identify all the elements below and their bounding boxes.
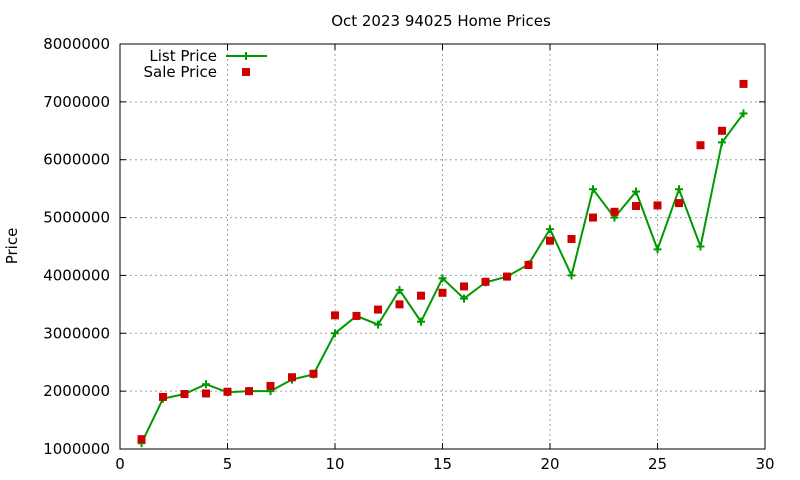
data-point (567, 271, 576, 280)
data-point (374, 320, 382, 329)
data-point (438, 274, 447, 283)
data-point (589, 185, 597, 194)
data-point (245, 387, 253, 396)
data-point (739, 79, 748, 88)
data-point (331, 311, 339, 320)
series-sale-price (137, 79, 748, 444)
data-point (288, 373, 296, 382)
data-point (309, 369, 318, 378)
legend-marker (242, 52, 250, 60)
data-point (503, 272, 511, 281)
data-point (632, 202, 640, 210)
y-tick-label: 5000000 (43, 209, 110, 227)
y-tick-label: 3000000 (43, 324, 110, 342)
data-point (395, 300, 404, 309)
data-point (417, 291, 425, 300)
x-tick-label: 0 (115, 455, 125, 473)
data-point (460, 294, 468, 303)
data-point (610, 207, 619, 216)
x-tick-label: 5 (223, 455, 233, 473)
data-point (202, 380, 210, 389)
axis-ticks: 0 5 10 15 20 25 30 1000000 2000000 3000000 4000000… (43, 35, 774, 473)
data-point (438, 288, 447, 297)
y-axis-label: Price (3, 228, 21, 265)
data-point (395, 285, 404, 294)
legend-label: List Price (149, 47, 217, 65)
data-point (653, 201, 662, 210)
data-point (567, 234, 576, 243)
data-point (417, 317, 425, 326)
data-point (546, 225, 554, 234)
data-point (481, 277, 490, 286)
y-tick-label: 6000000 (43, 151, 110, 169)
y-tick-label: 1000000 (43, 440, 110, 458)
x-tick-label: 15 (433, 455, 452, 473)
data-point (675, 185, 683, 194)
data-point (202, 389, 210, 398)
x-tick-label: 30 (755, 455, 774, 473)
data-point (223, 387, 232, 396)
y-tick-label: 4000000 (43, 266, 110, 284)
legend-label: Sale Price (144, 63, 217, 81)
x-tick-label: 25 (648, 455, 667, 473)
data-point (374, 305, 382, 314)
data-point (696, 141, 705, 150)
y-tick-label: 8000000 (43, 35, 110, 53)
data-point (696, 242, 705, 251)
data-point (352, 311, 361, 320)
x-tick-label: 20 (540, 455, 559, 473)
data-point (460, 282, 468, 291)
legend-marker (242, 68, 250, 76)
data-point (266, 381, 275, 390)
data-point (180, 390, 189, 399)
x-tick-label: 10 (325, 455, 344, 473)
data-point (718, 138, 726, 147)
data-point (546, 236, 554, 245)
data-point (653, 245, 662, 254)
data-point (675, 199, 683, 208)
data-point (632, 187, 640, 196)
data-point (718, 126, 726, 135)
y-tick-label: 2000000 (43, 382, 110, 400)
data-point (331, 329, 339, 338)
data-point (159, 392, 167, 401)
series-layer (137, 79, 748, 448)
data-point (589, 213, 597, 222)
data-point (524, 261, 533, 270)
chart-title: Oct 2023 94025 Home Prices (331, 12, 551, 30)
data-point (739, 109, 748, 118)
y-tick-label: 7000000 (43, 93, 110, 111)
data-point (137, 435, 146, 444)
